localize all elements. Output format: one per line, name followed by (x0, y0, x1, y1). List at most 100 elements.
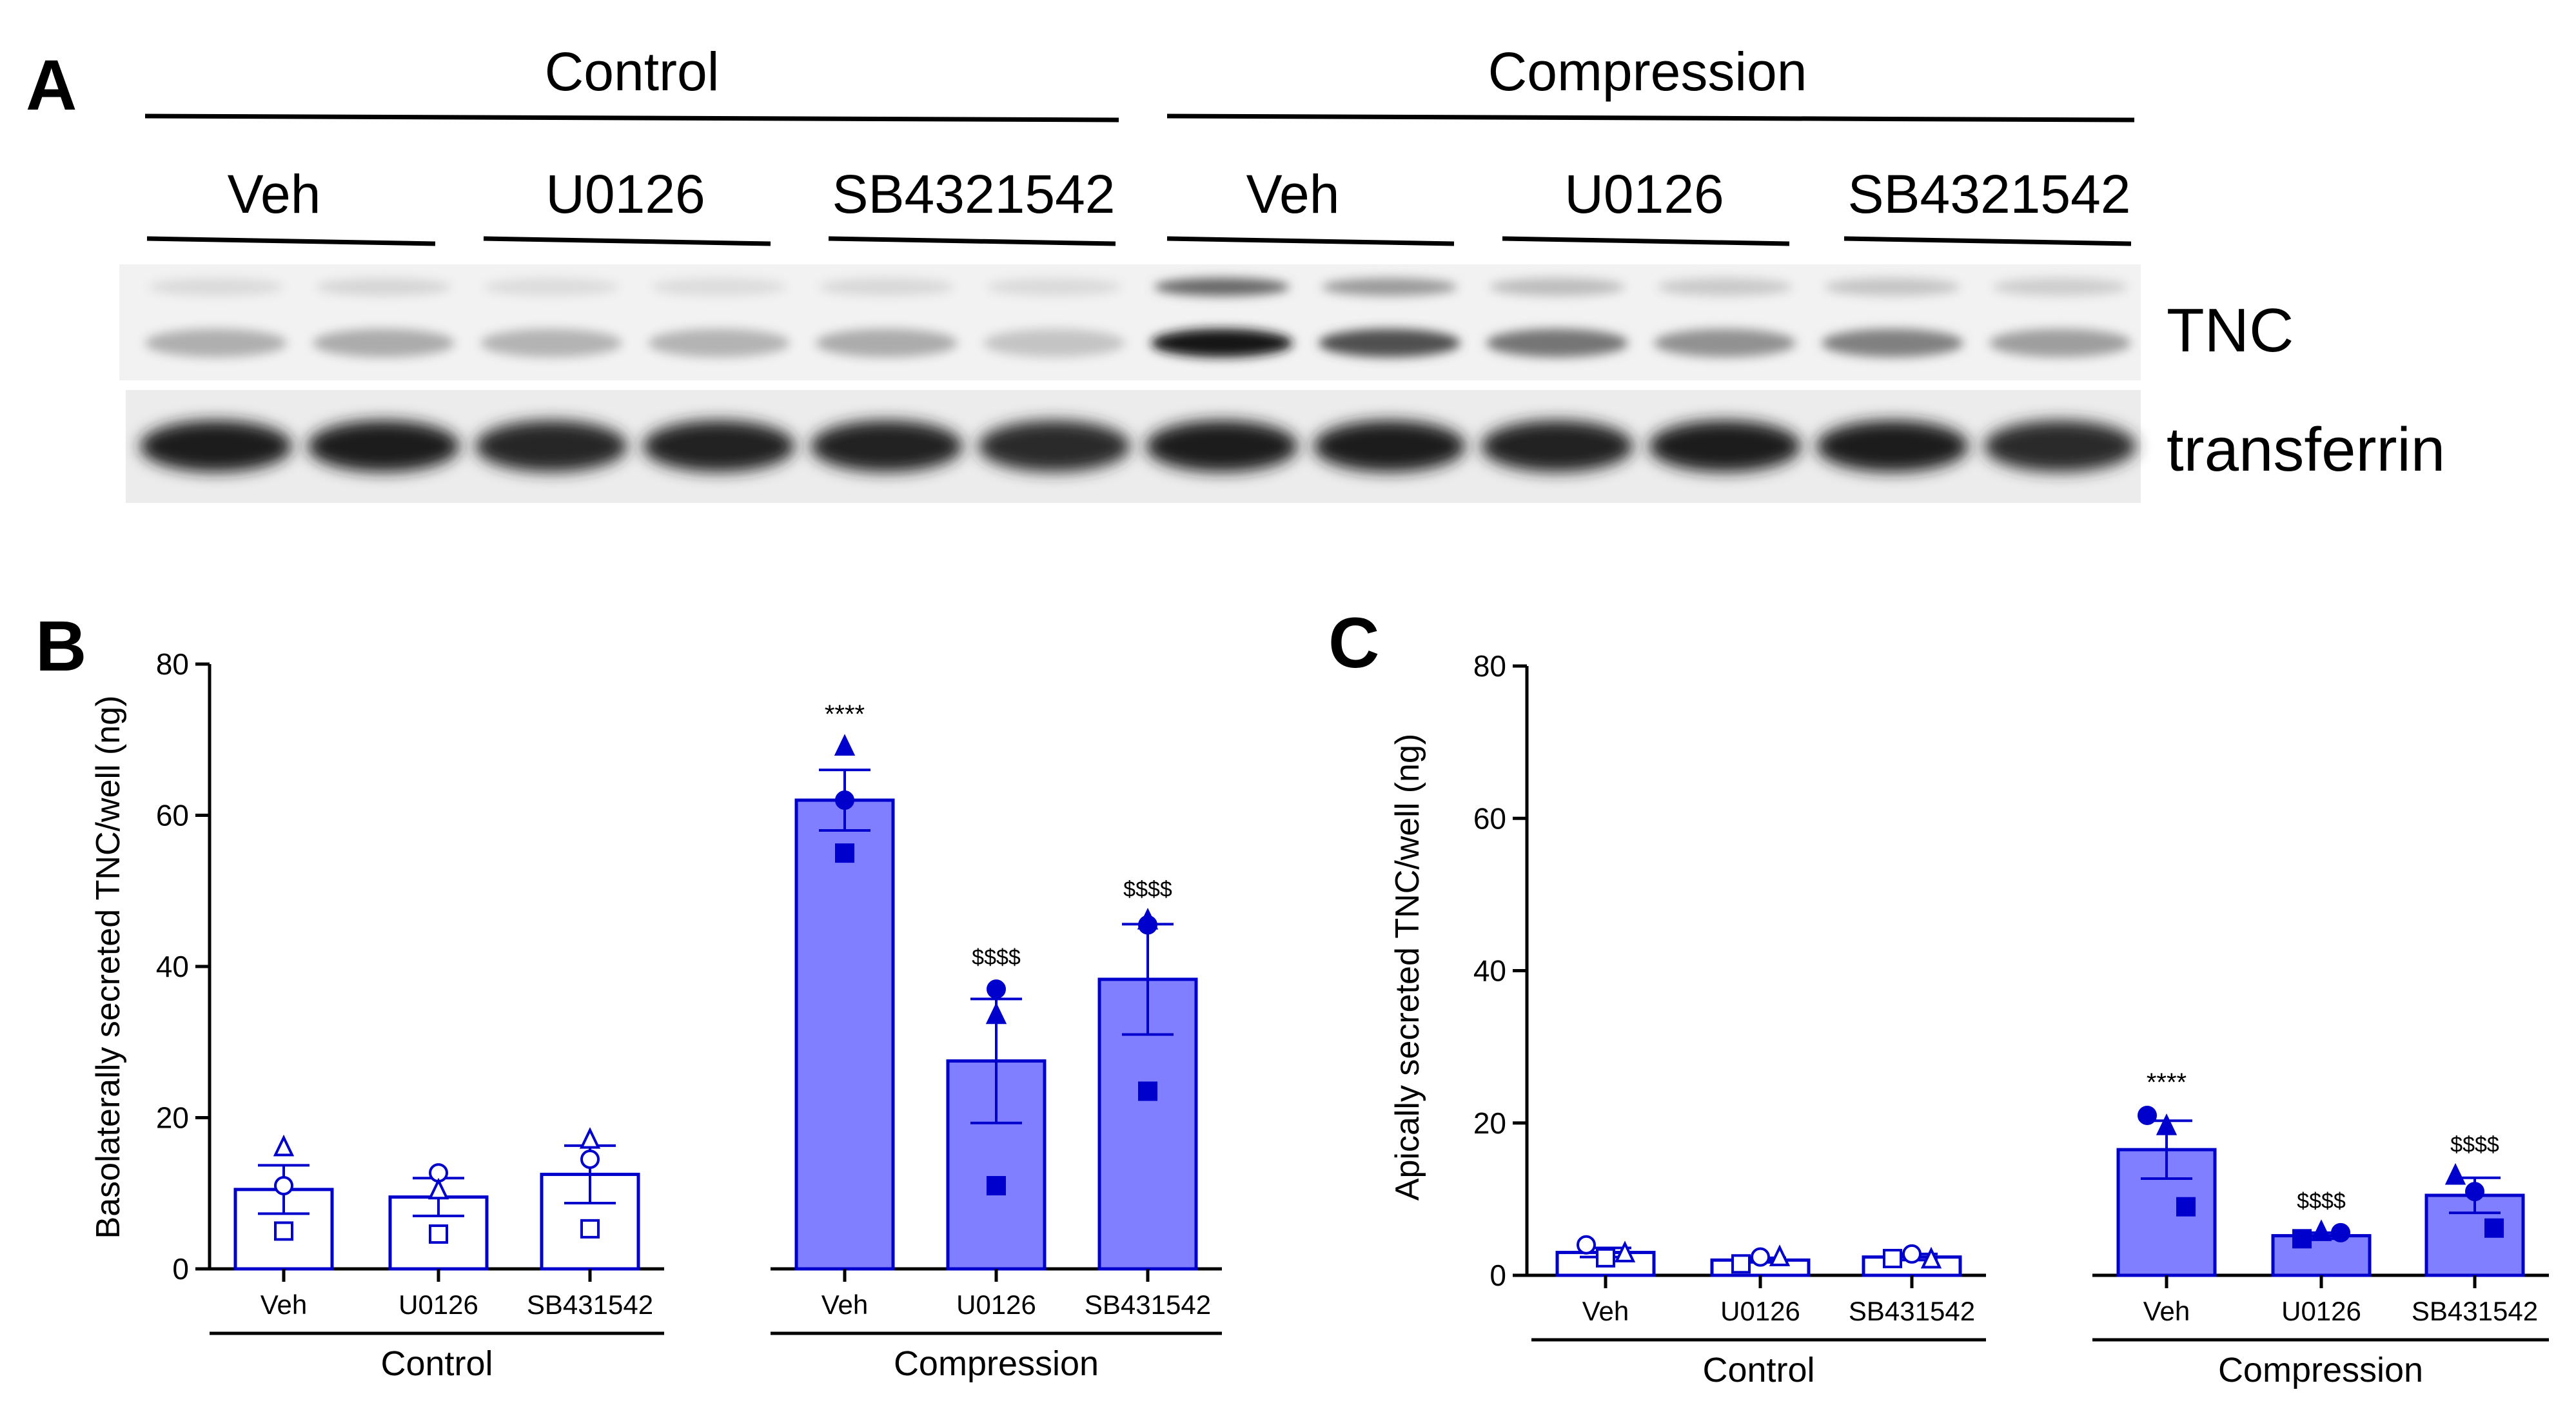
tnc-upper-band (651, 278, 787, 296)
tnc-band (1486, 329, 1628, 357)
tnc-band (816, 329, 958, 357)
tnc-upper-band (987, 278, 1122, 296)
treatment-label: U0126 (1564, 164, 1724, 224)
x-tick-label: U0126 (956, 1289, 1036, 1320)
data-point-square (580, 1219, 600, 1239)
data-point-circle (274, 1176, 293, 1196)
group-label: Control (1702, 1351, 1814, 1389)
transferrin-band (1146, 420, 1298, 472)
y-tick-label: 0 (1490, 1259, 1506, 1292)
tnc-upper-band (1154, 278, 1290, 296)
treatment-label: Veh (1246, 164, 1340, 224)
tnc-upper-band (1992, 278, 2128, 296)
data-point-circle (835, 790, 854, 810)
data-point-square (835, 843, 854, 863)
tnc-upper-band (819, 278, 954, 296)
tnc-blot-strip (119, 264, 2141, 380)
data-point-square (1883, 1249, 1902, 1269)
group-header-compression: Compression (1488, 41, 1807, 102)
transferrin-band (978, 420, 1130, 472)
panel-c-y-axis-label: Apically secreted TNC/well (ng) (1389, 734, 1426, 1201)
x-tick-label: Veh (2143, 1296, 2190, 1326)
data-point-circle (1138, 915, 1157, 935)
tnc-band (313, 329, 455, 357)
panel-a-letter: A (26, 46, 77, 125)
x-tick-label: U0126 (1720, 1296, 1800, 1326)
data-point-circle (580, 1149, 600, 1169)
blot-bands (140, 278, 2136, 472)
blot-label-tnc: TNC (2167, 296, 2294, 365)
data-point-square (2292, 1229, 2312, 1249)
y-tick-label: 80 (156, 647, 189, 681)
treatment-labels: Veh U0126 SB4321542 Veh U0126 SB4321542 (228, 164, 2131, 224)
compression-header-line (1166, 113, 2135, 123)
data-point-square (2176, 1197, 2196, 1217)
data-point-triangle (1769, 1244, 1791, 1266)
treatment-label: U0126 (546, 164, 705, 224)
chart-c: 0 20 40 60 80 Control Compression Veh U0126 SB431… (1473, 649, 2549, 1389)
data-point-triangle (1920, 1246, 1942, 1269)
tnc-upper-band (316, 278, 451, 296)
data-point-triangle (2310, 1219, 2332, 1241)
data-point-square (987, 1176, 1006, 1196)
tnc-upper-band (1322, 278, 1457, 296)
transferrin-band (475, 420, 627, 472)
treatment-label: SB4321542 (832, 164, 1115, 224)
y-tick-label: 60 (156, 799, 189, 832)
group-header-control: Control (545, 41, 720, 102)
tnc-upper-band (1490, 278, 1625, 296)
transferrin-band (811, 420, 963, 472)
panel-a: A Control Compression Veh U0126 SB432154… (26, 41, 2445, 503)
data-point-triangle (1614, 1240, 1636, 1262)
data-point-circle (2138, 1105, 2157, 1125)
transferrin-band (140, 420, 292, 472)
bar (794, 798, 895, 1271)
y-tick-label: 0 (172, 1252, 189, 1286)
bar (2271, 1234, 2372, 1277)
panel-b: B Basolaterally secreted TNC/well (ng) 0… (35, 607, 1222, 1383)
tnc-upper-band (484, 278, 619, 296)
data-point-circle (1751, 1247, 1770, 1267)
tnc-band (983, 329, 1125, 357)
y-tick-label: 20 (156, 1101, 189, 1135)
treatment-underlines (146, 236, 2132, 246)
data-point-square (1138, 1081, 1157, 1101)
significance-annotation: $$$$ (2450, 1132, 2499, 1157)
data-point-square (429, 1224, 448, 1244)
tnc-band (1822, 329, 1963, 357)
significance-annotation: $$$$ (2297, 1189, 2346, 1213)
transferrin-blot-strip (126, 390, 2141, 503)
x-tick-label: SB431542 (1085, 1289, 1211, 1320)
data-point-circle (1577, 1235, 1596, 1255)
data-point-square (1596, 1248, 1615, 1268)
data-point-circle (2465, 1182, 2484, 1202)
y-tick-label: 40 (1473, 954, 1506, 988)
tnc-band (1319, 329, 1460, 357)
y-tick-label: 20 (1473, 1106, 1506, 1140)
treatment-label: Veh (228, 164, 321, 224)
tnc-band (145, 329, 287, 357)
tnc-upper-band (148, 278, 284, 296)
x-tick-label: SB431542 (1849, 1296, 1975, 1326)
data-point-triangle (2444, 1162, 2466, 1185)
transferrin-band (1816, 420, 1969, 472)
x-tick-label: SB431542 (527, 1289, 653, 1320)
tnc-upper-band (1657, 278, 1793, 296)
panel-b-y-axis-label: Basolaterally secreted TNC/well (ng) (90, 696, 127, 1239)
y-tick-label: 80 (1473, 649, 1506, 683)
transferrin-band (1649, 420, 1801, 472)
x-tick-label: SB431542 (2412, 1296, 2538, 1326)
data-point-square (2484, 1218, 2504, 1238)
blot-label-transferrin: transferrin (2167, 415, 2445, 484)
data-point-triangle (2156, 1113, 2178, 1135)
data-point-circle (2331, 1222, 2350, 1242)
tnc-band (480, 329, 622, 357)
tnc-band (1989, 329, 2131, 357)
significance-annotation: **** (2147, 1068, 2187, 1097)
panel-c-letter: C (1328, 603, 1379, 683)
transferrin-band (308, 420, 460, 472)
group-label: Control (380, 1344, 493, 1383)
data-point-square (1731, 1254, 1751, 1274)
chart-b: 0 20 40 60 80 Control Compression Veh U0126 SB431… (156, 647, 1222, 1383)
